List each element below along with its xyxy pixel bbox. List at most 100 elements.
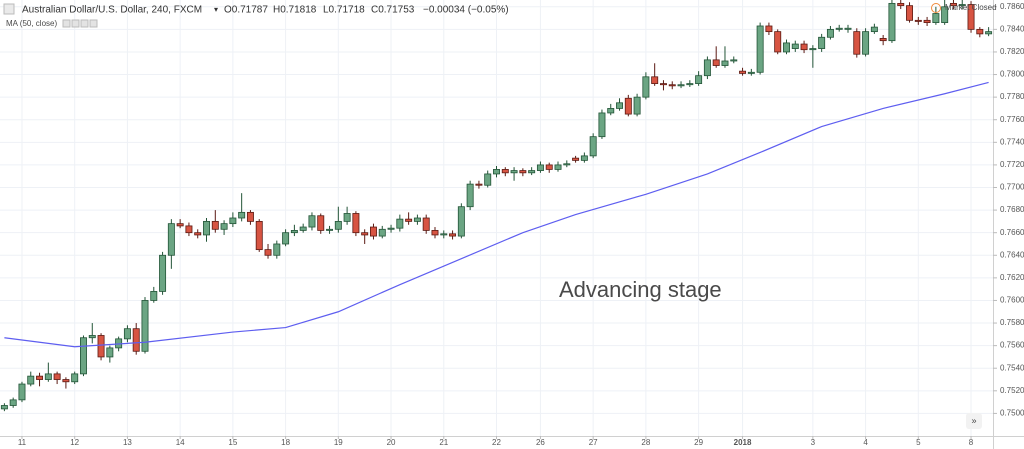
x-tick-label: 13 — [123, 438, 132, 447]
candle-body — [308, 215, 316, 228]
candle-body — [466, 183, 474, 208]
indicator-button[interactable] — [89, 19, 98, 28]
candle-body — [9, 399, 17, 406]
candle-body — [897, 2, 905, 7]
candle-body — [791, 43, 799, 49]
candle-body — [71, 373, 79, 383]
candle-body — [405, 218, 413, 222]
ohlc-change: −0.00034 (−0.05%) — [423, 5, 509, 16]
candle-body — [668, 84, 676, 87]
candle-body — [739, 70, 747, 74]
candle-body — [62, 379, 70, 383]
candle-body — [422, 217, 430, 231]
dropdown-icon[interactable]: ▾ — [214, 5, 218, 14]
candle-body — [378, 228, 386, 237]
candle-body — [246, 211, 254, 222]
candle-body — [361, 232, 369, 236]
candle-body — [326, 228, 334, 231]
candle-body — [835, 27, 843, 30]
candle-body — [343, 213, 351, 222]
scroll-icon[interactable]: » — [971, 415, 976, 425]
candle-body — [721, 60, 729, 66]
candle-body — [818, 36, 826, 49]
candle-body — [862, 31, 870, 55]
candle-body — [528, 170, 536, 174]
candle-body — [800, 43, 808, 51]
candle-body — [976, 28, 984, 35]
symbol-title: Australian Dollar/U.S. Dollar, 240, FXCM — [22, 5, 202, 16]
candle-body — [369, 226, 377, 237]
candle-body — [906, 5, 913, 21]
candle-body — [765, 25, 773, 33]
candle-body — [352, 213, 360, 234]
candle-body — [747, 71, 755, 74]
candle-body — [211, 220, 219, 230]
candle-body — [633, 96, 641, 115]
candle-body — [141, 300, 149, 352]
annotation: Advancing stage — [559, 277, 722, 302]
candle-body — [238, 211, 246, 219]
scroll-button[interactable] — [966, 413, 982, 429]
candle-body — [88, 335, 96, 339]
candle-body — [616, 102, 624, 109]
candle-body — [229, 217, 237, 225]
candle-body — [756, 25, 764, 73]
x-tick-label: 4 — [863, 438, 868, 447]
candle-body — [888, 2, 896, 42]
candle-body — [493, 169, 500, 175]
candle-body — [150, 291, 158, 301]
indicator-button[interactable] — [71, 19, 80, 28]
candle-body — [572, 157, 580, 161]
candle-body — [440, 233, 448, 236]
candle-body — [334, 220, 342, 230]
candle-body — [282, 232, 290, 245]
indicator-button[interactable] — [80, 19, 89, 28]
candle-body — [18, 383, 26, 401]
x-tick-label: 26 — [536, 438, 545, 447]
indicator-buttons — [62, 19, 98, 28]
candle-body — [941, 6, 949, 23]
candle-body — [923, 19, 931, 23]
candle-body — [457, 206, 465, 237]
candle-body — [106, 347, 114, 358]
candle-body — [826, 28, 834, 38]
y-tick-label: 0.78600 — [1000, 2, 1024, 11]
plot-area — [0, 0, 993, 412]
candle-body — [809, 48, 817, 51]
candle-body — [870, 26, 878, 33]
x-tick-label: 28 — [641, 438, 650, 447]
candle-body — [290, 230, 298, 234]
candle-body — [774, 31, 782, 53]
candle-body — [97, 335, 105, 358]
indicator-label: MA (50, close) — [6, 19, 57, 28]
candle-body — [607, 108, 615, 114]
x-tick-label: 2018 — [734, 438, 752, 447]
x-tick-label: 20 — [387, 438, 396, 447]
candle-body — [536, 164, 544, 171]
indicator-button[interactable] — [62, 19, 71, 28]
candle-body — [651, 76, 659, 84]
candle-body — [159, 254, 167, 292]
candle-body — [545, 164, 553, 170]
ohlc-open: O0.71787 — [224, 5, 268, 16]
ohlc-low: L0.71718 — [323, 5, 365, 16]
x-tick-label: 3 — [811, 438, 816, 447]
collapse-icon[interactable] — [3, 3, 15, 15]
candle-body — [563, 163, 571, 166]
x-tick-label: 15 — [228, 438, 237, 447]
candle-body — [879, 38, 887, 42]
candle-body — [387, 227, 395, 230]
x-tick-label: 14 — [176, 438, 185, 447]
candle-body — [703, 59, 711, 77]
